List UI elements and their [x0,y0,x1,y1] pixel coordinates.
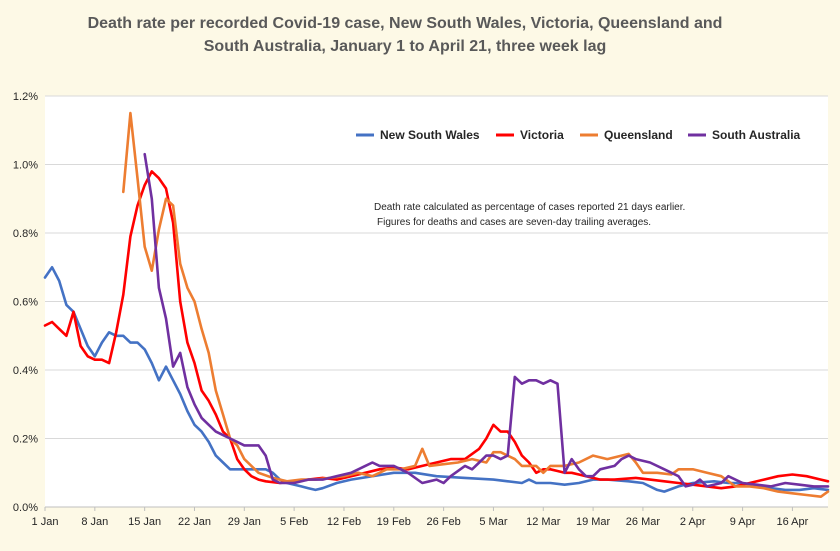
y-tick-label: 0.8% [13,228,38,240]
series-line-south-australia [143,152,830,488]
chart-title-line-2: South Australia, January 1 to April 21, … [204,38,607,55]
x-tick-label: 5 Mar [479,516,507,528]
y-tick-label: 0.0% [13,502,38,514]
series-lines [43,111,830,499]
x-tick-label: 16 Apr [777,516,809,528]
x-tick-label: 15 Jan [128,516,161,528]
x-tick-label: 12 Mar [526,516,561,528]
y-tick-label: 0.2% [13,434,38,446]
x-tick-label: 5 Feb [280,516,308,528]
x-tick-label: 19 Mar [576,516,611,528]
x-tick-label: 2 Apr [680,516,706,528]
x-tick-label: 26 Mar [626,516,661,528]
x-tick-label: 8 Jan [81,516,108,528]
series-line-queensland [122,111,830,499]
series-line-new-south-wales [43,265,830,493]
x-tick-label: 22 Jan [178,516,211,528]
annotation-line-1: Death rate calculated as percentage of c… [374,202,685,213]
y-tick-label: 0.4% [13,365,38,377]
legend-label-victoria: Victoria [520,128,564,142]
legend-label-new-south-wales: New South Wales [380,128,480,142]
annotation-line-2: Figures for deaths and cases are seven-d… [377,217,651,228]
legend-label-south-australia: South Australia [712,128,801,142]
y-axis-ticks: 0.0% 0.2% 0.4% 0.6% 0.8% 1.0% 1.2% [13,91,38,514]
x-tick-label: 19 Feb [377,516,411,528]
legend-label-queensland: Queensland [604,128,673,142]
x-axis-ticks: 1 Jan 8 Jan 15 Jan 22 Jan 29 Jan 5 Feb 12 Feb 1… [32,507,809,528]
x-tick-label: 26 Feb [426,516,460,528]
x-tick-label: 9 Apr [730,516,756,528]
chart-title-line-1: Death rate per recorded Covid-19 case, N… [88,15,723,32]
x-tick-label: 12 Feb [327,516,361,528]
y-tick-label: 1.0% [13,160,38,172]
y-tick-label: 0.6% [13,297,38,309]
legend: New South Wales Victoria Queensland South A… [356,128,801,142]
x-tick-label: 29 Jan [228,516,261,528]
x-tick-label: 1 Jan [32,516,59,528]
y-tick-label: 1.2% [13,91,38,103]
series-line-victoria [43,170,830,490]
